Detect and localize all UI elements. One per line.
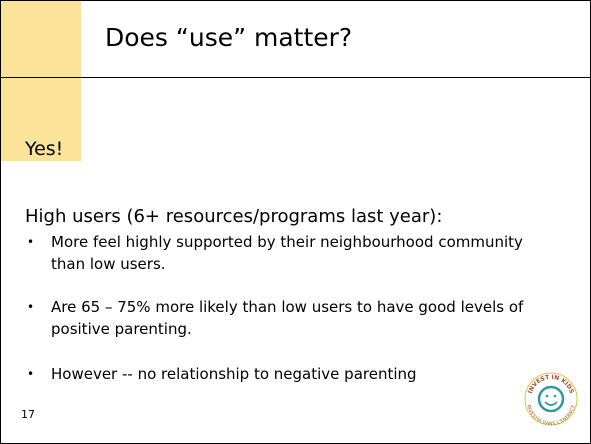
- bullet-dot: •: [27, 235, 35, 249]
- title-box: Does “use” matter?: [81, 1, 590, 78]
- bullet: • Are 65 – 75% more likely than low users…: [25, 296, 555, 340]
- logo-smile: [544, 401, 558, 406]
- logo-face: [537, 385, 565, 413]
- answer: Yes!: [25, 138, 64, 160]
- heading: High users (6+ resources/programs last y…: [25, 206, 443, 227]
- bullet: • More feel highly supported by their nei…: [25, 231, 555, 275]
- bullet-dot: •: [27, 300, 35, 314]
- accent-block: [1, 1, 81, 161]
- bullet-dot: •: [27, 367, 35, 381]
- title: Does “use” matter?: [105, 23, 353, 52]
- bullet-text: However -- no relationship to negative p…: [51, 365, 417, 383]
- page-number: 17: [21, 408, 35, 421]
- logo-eye: [553, 394, 557, 398]
- divider: [1, 77, 81, 78]
- bullet: • However -- no relationship to negative …: [25, 363, 555, 385]
- bullet-text: Are 65 – 75% more likely than low users …: [51, 298, 524, 338]
- logo-eye: [545, 394, 549, 398]
- bullet-text: More feel highly supported by their neig…: [51, 233, 523, 273]
- logo: INVEST IN KIDS INVESTIR DANS L'ENFANCE: [524, 372, 578, 427]
